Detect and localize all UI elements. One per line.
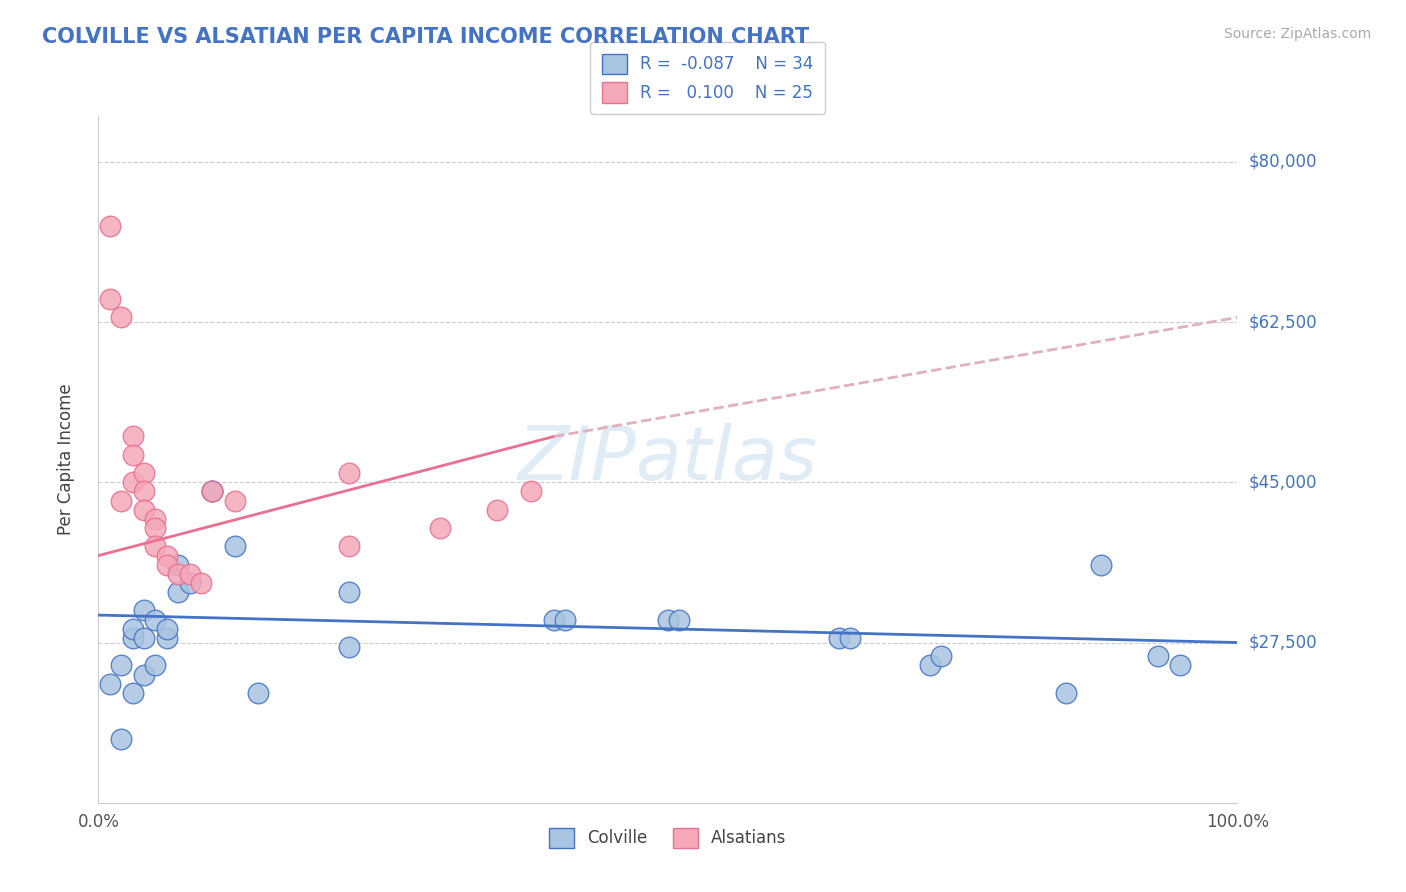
Point xyxy=(828,631,851,645)
Point xyxy=(543,613,565,627)
Point xyxy=(337,466,360,480)
Point xyxy=(132,631,155,645)
Point xyxy=(337,540,360,554)
Text: COLVILLE VS ALSATIAN PER CAPITA INCOME CORRELATION CHART: COLVILLE VS ALSATIAN PER CAPITA INCOME C… xyxy=(42,27,810,46)
Point xyxy=(1146,649,1168,664)
Point xyxy=(132,603,155,617)
Point xyxy=(145,512,167,526)
Point xyxy=(132,484,155,499)
Point xyxy=(156,558,179,572)
Point xyxy=(1170,658,1192,673)
Point xyxy=(337,640,360,654)
Point xyxy=(1054,686,1078,700)
Point xyxy=(190,576,212,591)
Point xyxy=(246,686,269,700)
Point xyxy=(110,310,132,325)
Point xyxy=(918,658,941,673)
Point xyxy=(132,502,155,516)
Point xyxy=(98,292,121,306)
Point xyxy=(121,622,143,636)
Point xyxy=(486,502,509,516)
Point xyxy=(110,731,132,746)
Point xyxy=(156,622,179,636)
Point xyxy=(145,540,167,554)
Point xyxy=(121,429,143,443)
Point xyxy=(145,521,167,535)
Point xyxy=(110,658,132,673)
Point xyxy=(121,448,143,462)
Text: $27,500: $27,500 xyxy=(1249,633,1317,651)
Point xyxy=(121,631,143,645)
Point xyxy=(145,658,167,673)
Point xyxy=(929,649,952,664)
Point xyxy=(201,484,224,499)
Point xyxy=(132,667,155,681)
Point xyxy=(167,558,190,572)
Point xyxy=(121,686,143,700)
Point xyxy=(167,566,190,581)
Point xyxy=(224,540,246,554)
Y-axis label: Per Capita Income: Per Capita Income xyxy=(56,384,75,535)
Point xyxy=(839,631,862,645)
Point xyxy=(179,576,201,591)
Point xyxy=(121,475,143,490)
Text: Source: ZipAtlas.com: Source: ZipAtlas.com xyxy=(1223,27,1371,41)
Point xyxy=(145,613,167,627)
Point xyxy=(657,613,679,627)
Text: $80,000: $80,000 xyxy=(1249,153,1317,170)
Point xyxy=(179,566,201,581)
Point xyxy=(201,484,224,499)
Text: $45,000: $45,000 xyxy=(1249,474,1317,491)
Point xyxy=(429,521,451,535)
Legend: Colville, Alsatians: Colville, Alsatians xyxy=(541,819,794,856)
Point xyxy=(224,493,246,508)
Point xyxy=(110,493,132,508)
Point xyxy=(98,219,121,233)
Point xyxy=(156,549,179,563)
Point xyxy=(520,484,543,499)
Text: ZIPatlas: ZIPatlas xyxy=(517,424,818,495)
Point xyxy=(554,613,576,627)
Point xyxy=(1090,558,1112,572)
Point xyxy=(132,466,155,480)
Point xyxy=(167,585,190,599)
Text: $62,500: $62,500 xyxy=(1249,313,1317,331)
Point xyxy=(201,484,224,499)
Point xyxy=(337,585,360,599)
Point xyxy=(98,677,121,691)
Point xyxy=(668,613,690,627)
Point xyxy=(156,631,179,645)
